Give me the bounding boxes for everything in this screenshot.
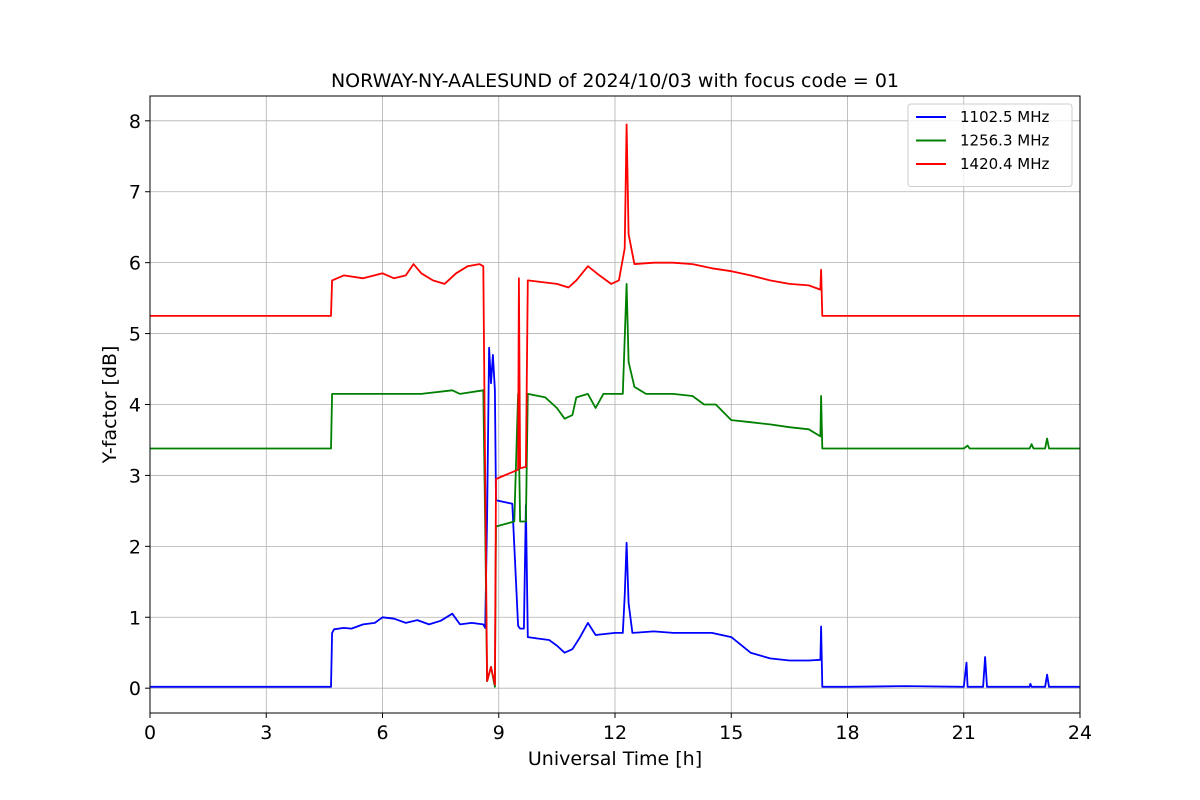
x-axis-label: Universal Time [h] — [528, 748, 702, 770]
x-tick-label: 15 — [719, 722, 743, 744]
series-line-1 — [150, 346, 1080, 688]
y-tick-label: 4 — [129, 395, 141, 417]
chart-title: NORWAY-NY-AALESUND of 2024/10/03 with fo… — [331, 70, 899, 92]
legend-box — [907, 103, 1073, 187]
x-tick-label: 6 — [376, 722, 388, 744]
y-tick-label: 2 — [129, 536, 141, 558]
y-tick-label: 6 — [129, 253, 141, 275]
y-tick-label: 3 — [129, 465, 141, 487]
x-tick-label: 3 — [260, 722, 272, 744]
x-tick-label: 9 — [493, 722, 505, 744]
x-tick-label: 21 — [952, 722, 976, 744]
x-tick-label: 24 — [1068, 722, 1092, 744]
x-tick-label: 12 — [603, 722, 627, 744]
x-tick-label: 18 — [835, 722, 859, 744]
y-axis-label: Y-factor [dB] — [99, 346, 121, 465]
y-tick-label: 5 — [129, 324, 141, 346]
y-tick-label: 1 — [129, 607, 141, 629]
series-line-3 — [150, 123, 1080, 686]
legend: 1102.5 MHz 1256.3 MHz 1420.4 MHz — [907, 103, 1073, 187]
legend-label: 1256.3 MHz — [960, 132, 1049, 150]
y-tick-label: 0 — [129, 678, 141, 700]
plot-lines — [150, 123, 1080, 688]
legend-label: 1420.4 MHz — [960, 155, 1049, 173]
y-tick-label: 8 — [129, 111, 141, 133]
y-tick-label: 7 — [129, 182, 141, 204]
x-tick-label: 0 — [144, 722, 156, 744]
legend-label: 1102.5 MHz — [960, 108, 1049, 126]
